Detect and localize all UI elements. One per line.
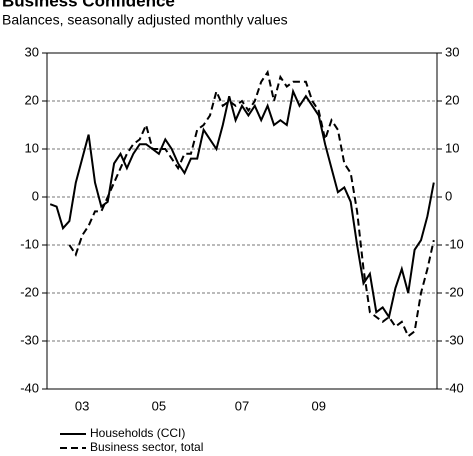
- y2-tick-label: 30: [445, 44, 459, 59]
- y-tick-label: 10: [25, 140, 39, 155]
- y-tick-label: -10: [20, 236, 39, 251]
- y-tick-label: -40: [20, 380, 39, 395]
- plot-frame: [46, 52, 438, 390]
- y2-tick-label: -40: [445, 380, 464, 395]
- y2-tick-label: 20: [445, 92, 459, 107]
- legend-label: Business sector, total: [90, 440, 203, 454]
- y2-tick-label: -30: [445, 332, 464, 347]
- y2-tick-label: 0: [445, 188, 452, 203]
- y2-tick-label: 10: [445, 140, 459, 155]
- x-tick-label: 05: [152, 398, 166, 413]
- chart-title: Business Confidence: [2, 0, 175, 10]
- y-tick-label: -20: [20, 284, 39, 299]
- series-line: [49, 88, 435, 320]
- legend-label: Households (CCI): [90, 426, 185, 440]
- y-tick-label: -30: [20, 332, 39, 347]
- y-tick-label: 30: [25, 44, 39, 59]
- x-tick-label: 07: [235, 398, 249, 413]
- x-tick-label: 03: [75, 398, 89, 413]
- series-line: [68, 69, 435, 338]
- y-tick-label: 0: [32, 188, 39, 203]
- x-tick-label: 09: [311, 398, 325, 413]
- chart-subtitle: Balances, seasonally adjusted monthly va…: [2, 12, 288, 28]
- y2-tick-label: -20: [445, 284, 464, 299]
- y2-tick-label: -10: [445, 236, 464, 251]
- y-tick-label: 20: [25, 92, 39, 107]
